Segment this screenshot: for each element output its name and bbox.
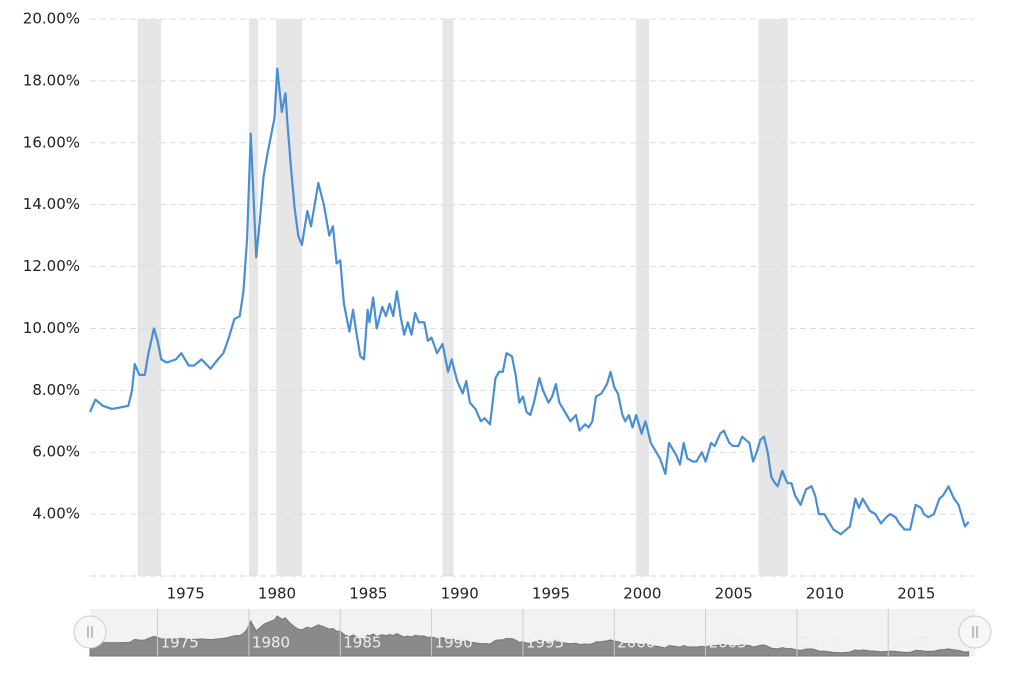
x-tick-label: 1975 bbox=[167, 585, 205, 603]
plot bbox=[88, 67, 970, 536]
x-tick-label: 1995 bbox=[532, 585, 570, 603]
navigator-tick-label: 2015 bbox=[891, 634, 929, 652]
x-tick-label: 2015 bbox=[897, 585, 935, 603]
navigator-tick-label: 2000 bbox=[617, 634, 655, 652]
x-tick-label: 2000 bbox=[623, 585, 661, 603]
navigator: 1975 1980 1985 1990 1995 2000 2005 2010 2015 bbox=[89, 609, 975, 657]
recession-band bbox=[137, 19, 162, 576]
x-tick-label: 1980 bbox=[258, 585, 296, 603]
y-tick-label: 16.00% bbox=[23, 133, 80, 151]
y-tick-label: 6.00% bbox=[32, 443, 80, 461]
navigator-handles bbox=[73, 615, 992, 649]
recession-band bbox=[276, 19, 302, 576]
left-handle[interactable] bbox=[73, 615, 107, 649]
line bbox=[88, 67, 970, 536]
y-tick-label: 14.00% bbox=[23, 195, 80, 213]
navigator-tick-label: 1975 bbox=[161, 634, 199, 652]
y-tick-label: 10.00% bbox=[23, 319, 80, 337]
x-tick-label: 2010 bbox=[806, 585, 844, 603]
navigator-tick-label: 1995 bbox=[526, 634, 564, 652]
y-tick-label: 8.00% bbox=[32, 381, 80, 399]
y-tick-label: 20.00% bbox=[23, 10, 80, 28]
recession-band bbox=[758, 19, 788, 576]
x-tick-label: 1985 bbox=[349, 585, 387, 603]
y-tick-label: 12.00% bbox=[23, 257, 80, 275]
navigator-tick-label: 2010 bbox=[800, 634, 838, 652]
recession-bands bbox=[137, 19, 788, 576]
navigator-tick-label: 1985 bbox=[343, 634, 381, 652]
x-tick-label: 1990 bbox=[441, 585, 479, 603]
recession-band bbox=[442, 19, 454, 576]
recession-band bbox=[248, 19, 259, 576]
navigator-tick-label: 2005 bbox=[709, 634, 747, 652]
navigator-area bbox=[89, 615, 970, 657]
right-handle[interactable] bbox=[958, 615, 992, 649]
recession-band bbox=[636, 19, 649, 576]
grid: 4.00% 6.00% 8.00% 10.00% 12.00% 14.00% 16.00% 1… bbox=[23, 10, 975, 603]
y-tick-label: 18.00% bbox=[23, 71, 80, 89]
y-tick-label: 4.00% bbox=[32, 505, 80, 523]
x-tick-label: 2005 bbox=[715, 585, 753, 603]
navigator-tick-label: 1980 bbox=[252, 634, 290, 652]
navigator-tick-label: 1990 bbox=[435, 634, 473, 652]
